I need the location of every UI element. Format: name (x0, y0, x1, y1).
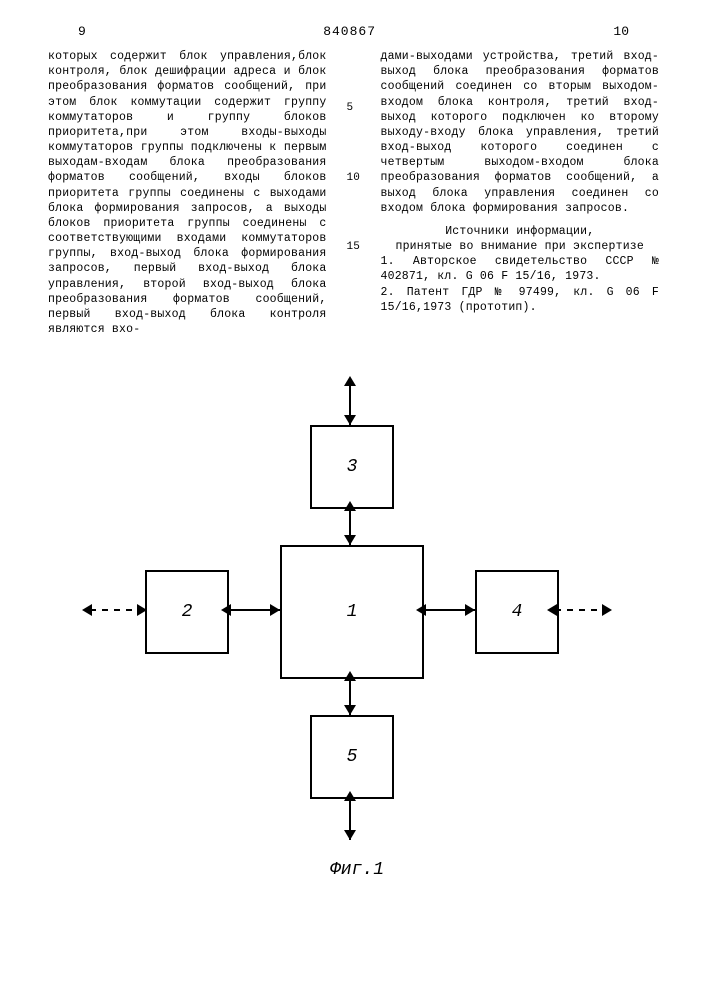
left-column: которых содержит блок управления,блок ко… (48, 49, 327, 337)
arrow-left-icon (82, 604, 92, 616)
page-right: 10 (613, 24, 629, 39)
left-text: которых содержит блок управления,блок ко… (48, 49, 327, 337)
arrow-left-icon (221, 604, 231, 616)
figure-label: Фиг.1 (330, 860, 384, 880)
refs-title: Источники информации, принятые во вниман… (381, 224, 660, 254)
patent-number: 840867 (86, 24, 614, 39)
arrow-right-icon (465, 604, 475, 616)
arrow-down-icon (344, 830, 356, 840)
arrow-right-icon (137, 604, 147, 616)
arrow-right-icon (270, 604, 280, 616)
arrow-up-icon (344, 376, 356, 386)
arrow-left-icon (416, 604, 426, 616)
arrow-right-icon (602, 604, 612, 616)
right-text: дами-выходами устройства, третий вход-вы… (381, 49, 660, 216)
line-markers: 5 10 15 (347, 49, 361, 337)
ref-1: 1. Авторское свидетельство СССР № 402871… (381, 254, 660, 284)
linemark-5: 5 (347, 101, 361, 116)
ref-2: 2. Патент ГДР № 97499, кл. G 06 F 15/16,… (381, 285, 660, 315)
arrow-left-icon (547, 604, 557, 616)
block-1: 1 (280, 545, 424, 679)
arrow-up-icon (344, 501, 356, 511)
page-left: 9 (78, 24, 86, 39)
block-5: 5 (310, 715, 394, 799)
block-3: 3 (310, 425, 394, 509)
arrow-up-icon (344, 791, 356, 801)
figure-1: 1 2 3 4 5 Ф (0, 370, 707, 930)
arrow-up-icon (344, 671, 356, 681)
arrow-down-icon (344, 415, 356, 425)
block-2: 2 (145, 570, 229, 654)
right-column: дами-выходами устройства, третий вход-вы… (381, 49, 660, 337)
linemark-15: 15 (347, 240, 361, 255)
arrow-down-icon (344, 535, 356, 545)
arrow-down-icon (344, 705, 356, 715)
linemark-10: 10 (347, 171, 361, 186)
